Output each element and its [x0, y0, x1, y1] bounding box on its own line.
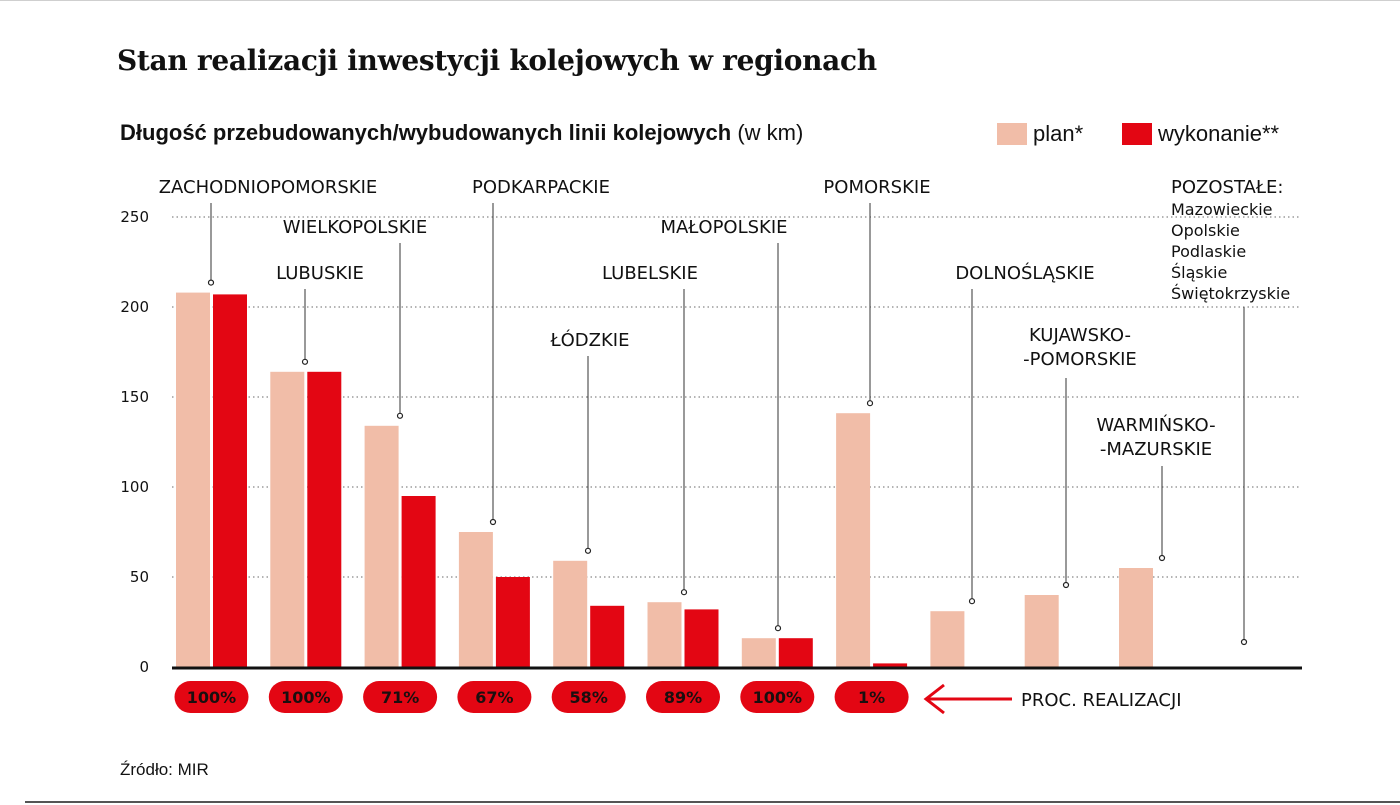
others-item: Świętokrzyskie [1171, 284, 1290, 303]
realization-value: 71% [381, 688, 419, 707]
realization-pill [363, 681, 438, 713]
leader-dot [1158, 554, 1166, 562]
plan-bar [647, 602, 682, 667]
region-label: WARMIŃSKO--MAZURSKIE [1096, 414, 1215, 460]
done-bar [401, 496, 436, 667]
leader-dot [774, 625, 782, 632]
region-label: PODKARPACKIE [472, 177, 610, 198]
chart-subtitle: Długość przebudowanych/wybudowanych lini… [120, 120, 803, 146]
realization-label: PROC. REALIZACJI [1021, 690, 1182, 711]
leader-dot [301, 358, 309, 365]
done-bar [778, 638, 813, 667]
realization-pill [268, 681, 343, 713]
legend-done-label: wykonanie** [1158, 121, 1280, 146]
realization-value: 100% [281, 688, 330, 707]
plan-bar [930, 611, 965, 667]
region-label: POMORSKIE [823, 177, 930, 198]
subtitle-main: Długość przebudowanych/wybudowanych lini… [120, 120, 732, 145]
region-label: LUBUSKIE [276, 263, 364, 284]
realization-pill [646, 681, 720, 713]
others-item: Opolskie [1171, 221, 1240, 240]
leader-dot [968, 598, 976, 605]
realization-pill [551, 681, 626, 713]
leader-dot [396, 412, 404, 419]
plan-bar [741, 638, 776, 667]
top-rule [0, 0, 1400, 1]
leader-dot [1240, 638, 1248, 646]
chart-title: Stan realizacji inwestycji kolejowych w … [117, 44, 877, 77]
legend-plan: plan* [997, 120, 1083, 148]
plan-bar [1024, 595, 1059, 667]
done-bar [684, 609, 719, 667]
realization-pill [740, 681, 815, 713]
realization-value: 89% [664, 688, 702, 707]
region-label: ZACHODNIOPOMORSKIE [159, 177, 378, 198]
realization-pill [834, 681, 909, 713]
source-note: Źródło: MIR [120, 760, 209, 779]
plan-bar [553, 560, 588, 667]
region-label: KUJAWSKO--POMORSKIE [1023, 325, 1137, 370]
y-tick-label: 50 [130, 568, 149, 586]
realization-value: 58% [570, 688, 608, 707]
y-tick-label: 0 [139, 658, 149, 676]
others-item: Mazowieckie [1171, 200, 1273, 219]
region-label: MAŁOPOLSKIE [660, 217, 787, 238]
y-tick-label: 100 [120, 478, 149, 496]
arrow-head [923, 683, 945, 715]
done-bar [307, 371, 342, 667]
legend-plan-swatch [997, 123, 1027, 145]
legend-done: wykonanie** [1122, 120, 1279, 148]
region-label: WIELKOPOLSKIE [283, 217, 427, 238]
plan-bar [1119, 568, 1153, 667]
realization-pill [174, 681, 249, 713]
legend-done-swatch [1122, 123, 1152, 145]
leader-dot [866, 400, 874, 407]
plan-bar [176, 292, 210, 667]
legend-plan-label: plan* [1033, 121, 1084, 146]
realization-value: 100% [753, 688, 802, 707]
realization-pill [457, 681, 532, 713]
leader-dot [1062, 581, 1070, 589]
leader-dot [489, 518, 497, 526]
done-bar [590, 605, 625, 667]
y-tick-label: 250 [120, 208, 149, 226]
leader-dot [207, 279, 215, 286]
realization-value: 1% [858, 688, 885, 707]
region-label: POZOSTAŁE: [1171, 177, 1283, 198]
leader-dot [680, 589, 688, 596]
y-tick-label: 150 [120, 388, 149, 406]
subtitle-unit: (w km) [737, 120, 804, 145]
done-bar [213, 294, 247, 667]
region-label: LUBELSKIE [602, 263, 698, 284]
done-bar [495, 577, 530, 667]
realization-value: 100% [187, 688, 236, 707]
plan-bar [836, 413, 871, 667]
leader-dot [584, 547, 592, 554]
region-label: ŁÓDZKIE [550, 329, 630, 351]
realization-value: 67% [475, 688, 513, 707]
plan-bar [364, 425, 399, 667]
done-bar [873, 663, 908, 667]
y-tick-label: 200 [120, 298, 149, 316]
others-item: Śląskie [1171, 263, 1227, 282]
plan-bar [270, 371, 305, 667]
region-label: DOLNOŚLĄSKIE [955, 262, 1094, 284]
bottom-rule [25, 801, 1400, 803]
plan-bar [458, 532, 493, 667]
others-item: Podlaskie [1171, 242, 1246, 261]
